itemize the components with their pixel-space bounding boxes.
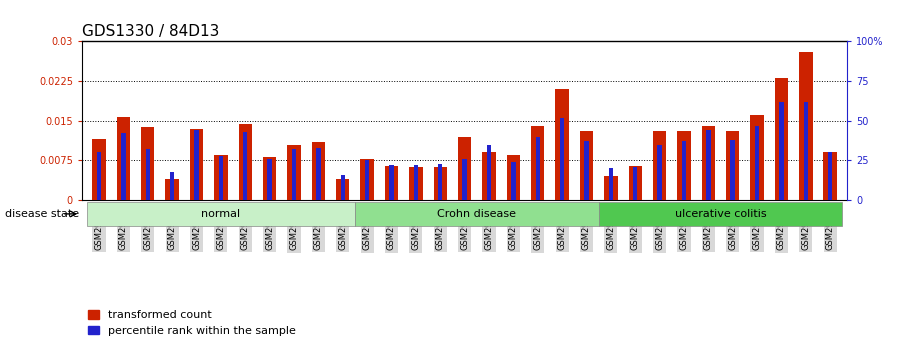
Bar bbox=[804, 102, 808, 200]
Bar bbox=[365, 160, 369, 200]
Bar bbox=[239, 125, 252, 200]
Text: Crohn disease: Crohn disease bbox=[437, 209, 517, 219]
Bar bbox=[268, 159, 271, 200]
Bar bbox=[384, 166, 398, 200]
Bar bbox=[121, 134, 126, 200]
Bar bbox=[482, 152, 496, 200]
Bar bbox=[316, 148, 321, 200]
Bar bbox=[263, 157, 276, 200]
Bar bbox=[531, 126, 545, 200]
Bar bbox=[536, 137, 540, 200]
Bar bbox=[677, 131, 691, 200]
Bar bbox=[609, 168, 613, 200]
Bar bbox=[166, 179, 179, 200]
Bar bbox=[701, 126, 715, 200]
Bar bbox=[287, 145, 301, 200]
Text: normal: normal bbox=[201, 209, 241, 219]
Bar bbox=[653, 131, 666, 200]
Bar bbox=[463, 159, 466, 200]
Bar bbox=[409, 167, 423, 200]
Bar bbox=[579, 131, 593, 200]
Bar bbox=[779, 102, 783, 200]
Bar bbox=[633, 167, 638, 200]
Bar bbox=[361, 159, 374, 200]
Text: ulcerative colitis: ulcerative colitis bbox=[675, 209, 766, 219]
Bar bbox=[214, 155, 228, 200]
Bar bbox=[604, 176, 618, 200]
Bar bbox=[774, 78, 788, 200]
Bar bbox=[556, 89, 568, 200]
Bar bbox=[458, 137, 471, 200]
Bar bbox=[486, 145, 491, 200]
Bar bbox=[434, 167, 447, 200]
Text: disease state: disease state bbox=[5, 209, 78, 219]
Bar bbox=[731, 140, 735, 200]
Bar bbox=[414, 165, 418, 200]
Text: GDS1330 / 84D13: GDS1330 / 84D13 bbox=[82, 24, 220, 39]
Bar bbox=[511, 162, 516, 200]
Bar bbox=[824, 152, 837, 200]
Bar bbox=[438, 164, 443, 200]
Bar bbox=[560, 118, 564, 200]
Bar bbox=[146, 149, 150, 200]
Bar bbox=[243, 132, 248, 200]
Bar bbox=[336, 179, 350, 200]
Bar bbox=[117, 117, 130, 200]
Bar bbox=[507, 155, 520, 200]
Bar bbox=[629, 166, 642, 200]
Bar bbox=[751, 116, 763, 200]
Bar bbox=[170, 171, 174, 200]
Bar bbox=[219, 156, 223, 200]
Bar bbox=[92, 139, 106, 200]
Bar bbox=[726, 131, 740, 200]
Bar bbox=[141, 127, 155, 200]
Bar bbox=[755, 126, 759, 200]
Legend: transformed count, percentile rank within the sample: transformed count, percentile rank withi… bbox=[87, 310, 295, 336]
Bar bbox=[389, 165, 394, 200]
Bar bbox=[312, 142, 325, 200]
Bar bbox=[681, 141, 686, 200]
Bar bbox=[341, 175, 345, 200]
Bar bbox=[799, 52, 813, 200]
Bar bbox=[658, 145, 661, 200]
Bar bbox=[292, 149, 296, 200]
Bar bbox=[828, 152, 833, 200]
Bar bbox=[584, 141, 589, 200]
Bar bbox=[706, 130, 711, 200]
Bar bbox=[97, 152, 101, 200]
Bar bbox=[189, 129, 203, 200]
Bar bbox=[194, 130, 199, 200]
